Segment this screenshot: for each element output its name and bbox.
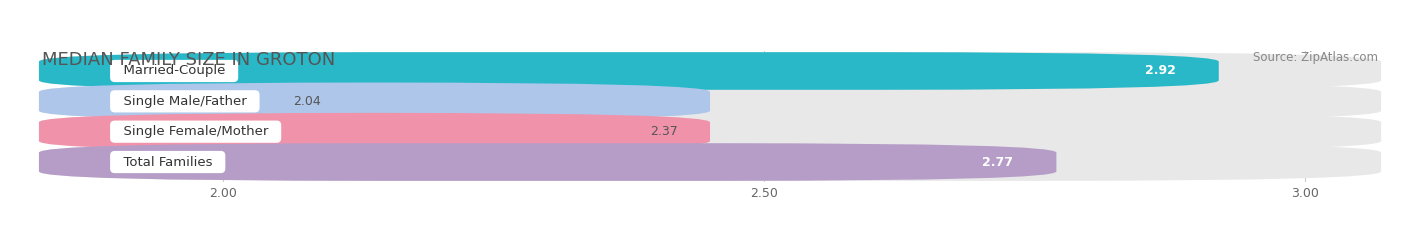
Text: Married-Couple: Married-Couple bbox=[115, 65, 233, 78]
Text: Total Families: Total Families bbox=[115, 155, 221, 168]
FancyBboxPatch shape bbox=[39, 52, 1381, 90]
Text: 2.37: 2.37 bbox=[651, 125, 678, 138]
Text: Source: ZipAtlas.com: Source: ZipAtlas.com bbox=[1253, 51, 1378, 64]
FancyBboxPatch shape bbox=[39, 82, 710, 120]
Text: 2.04: 2.04 bbox=[294, 95, 321, 108]
FancyBboxPatch shape bbox=[39, 113, 1381, 151]
FancyBboxPatch shape bbox=[39, 143, 1056, 181]
FancyBboxPatch shape bbox=[39, 52, 1219, 90]
FancyBboxPatch shape bbox=[39, 113, 710, 151]
Text: Single Male/Father: Single Male/Father bbox=[115, 95, 254, 108]
Text: 2.77: 2.77 bbox=[983, 155, 1014, 168]
FancyBboxPatch shape bbox=[39, 82, 1381, 120]
Text: Single Female/Mother: Single Female/Mother bbox=[115, 125, 277, 138]
Text: MEDIAN FAMILY SIZE IN GROTON: MEDIAN FAMILY SIZE IN GROTON bbox=[42, 51, 335, 69]
FancyBboxPatch shape bbox=[39, 143, 1381, 181]
Text: 2.92: 2.92 bbox=[1144, 65, 1175, 78]
